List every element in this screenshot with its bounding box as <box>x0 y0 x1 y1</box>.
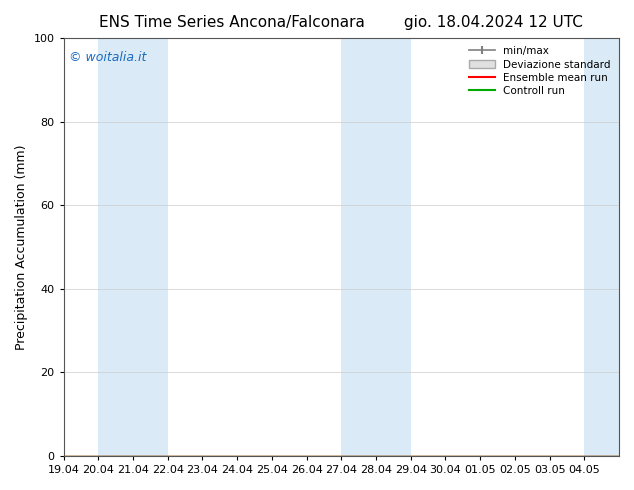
Bar <box>98 38 168 456</box>
Text: © woitalia.it: © woitalia.it <box>69 50 146 64</box>
Title: ENS Time Series Ancona/Falconara        gio. 18.04.2024 12 UTC: ENS Time Series Ancona/Falconara gio. 18… <box>100 15 583 30</box>
Legend: min/max, Deviazione standard, Ensemble mean run, Controll run: min/max, Deviazione standard, Ensemble m… <box>465 43 614 99</box>
Y-axis label: Precipitation Accumulation (mm): Precipitation Accumulation (mm) <box>15 144 28 350</box>
Bar <box>341 38 411 456</box>
Bar <box>585 38 634 456</box>
